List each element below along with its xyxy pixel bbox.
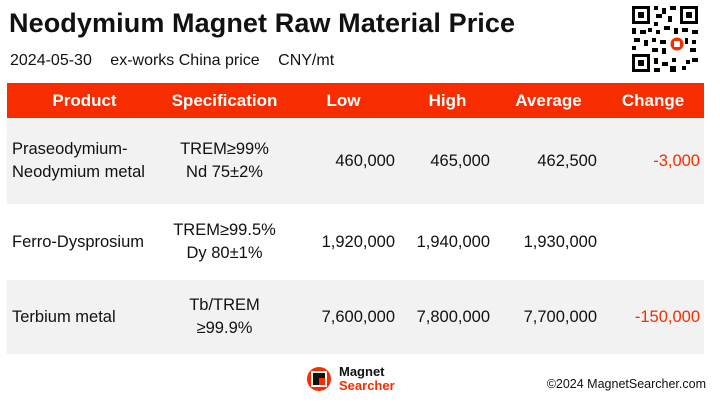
spec-line: Tb/TREM <box>189 296 260 314</box>
logo-line-1: Magnet <box>339 364 385 379</box>
spec-line: TREM≥99.5% <box>173 221 276 239</box>
average-price-cell: 7,700,000 <box>495 280 602 354</box>
copyright-notice: ©2024 MagnetSearcher.com <box>546 377 706 391</box>
col-header-low: Low <box>287 83 400 118</box>
high-price-cell: 7,800,000 <box>400 280 495 354</box>
col-header-high: High <box>400 83 495 118</box>
specification-cell: TREM≥99% Nd 75±2% <box>162 118 287 204</box>
spec-line: TREM≥99% <box>180 140 269 158</box>
table-row: Ferro-Dysprosium TREM≥99.5% Dy 80±1% 1,9… <box>7 204 704 280</box>
price-table: Product Specification Low High Average C… <box>7 83 704 354</box>
high-price-cell: 1,940,000 <box>400 204 495 280</box>
report-date: 2024-05-30 <box>10 52 92 69</box>
col-header-product: Product <box>7 83 162 118</box>
logo-wordmark: Magnet Searcher <box>339 365 395 393</box>
change-cell: -150,000 <box>602 280 704 354</box>
spec-line: Nd 75±2% <box>186 163 263 181</box>
low-price-cell: 460,000 <box>287 118 400 204</box>
specification-cell: TREM≥99.5% Dy 80±1% <box>162 204 287 280</box>
table-row: Terbium metal Tb/TREM ≥99.9% 7,600,000 7… <box>7 280 704 354</box>
col-header-average: Average <box>495 83 602 118</box>
average-price-cell: 462,500 <box>495 118 602 204</box>
table-header-row: Product Specification Low High Average C… <box>7 83 704 118</box>
qr-code-icon <box>630 4 700 74</box>
low-price-cell: 7,600,000 <box>287 280 400 354</box>
product-cell: Ferro-Dysprosium <box>7 204 162 280</box>
change-cell <box>602 204 704 280</box>
table-row: Praseodymium- Neodymium metal TREM≥99% N… <box>7 118 704 204</box>
product-name-line: Neodymium metal <box>12 163 145 181</box>
magnet-searcher-logo: Magnet Searcher <box>306 365 416 394</box>
col-header-specification: Specification <box>162 83 287 118</box>
product-name-line: Ferro-Dysprosium <box>12 232 145 251</box>
change-cell: -3,000 <box>602 118 704 204</box>
product-name-line: Terbium metal <box>12 307 116 326</box>
specification-cell: Tb/TREM ≥99.9% <box>162 280 287 354</box>
page-title: Neodymium Magnet Raw Material Price <box>9 8 516 38</box>
average-price-cell: 1,930,000 <box>495 204 602 280</box>
price-basis: ex-works China price <box>110 52 260 69</box>
logo-line-2: Searcher <box>339 378 395 393</box>
price-unit: CNY/mt <box>278 52 335 69</box>
product-name-line: Praseodymium- <box>12 140 128 158</box>
magnet-searcher-logo-icon <box>307 367 331 391</box>
price-basis-line: 2024-05-30 ex-works China price CNY/mt <box>10 52 348 70</box>
col-header-change: Change <box>602 83 704 118</box>
product-cell: Terbium metal <box>7 280 162 354</box>
product-cell: Praseodymium- Neodymium metal <box>7 118 162 204</box>
low-price-cell: 1,920,000 <box>287 204 400 280</box>
high-price-cell: 465,000 <box>400 118 495 204</box>
spec-line: ≥99.9% <box>196 319 253 337</box>
spec-line: Dy 80±1% <box>186 244 263 262</box>
